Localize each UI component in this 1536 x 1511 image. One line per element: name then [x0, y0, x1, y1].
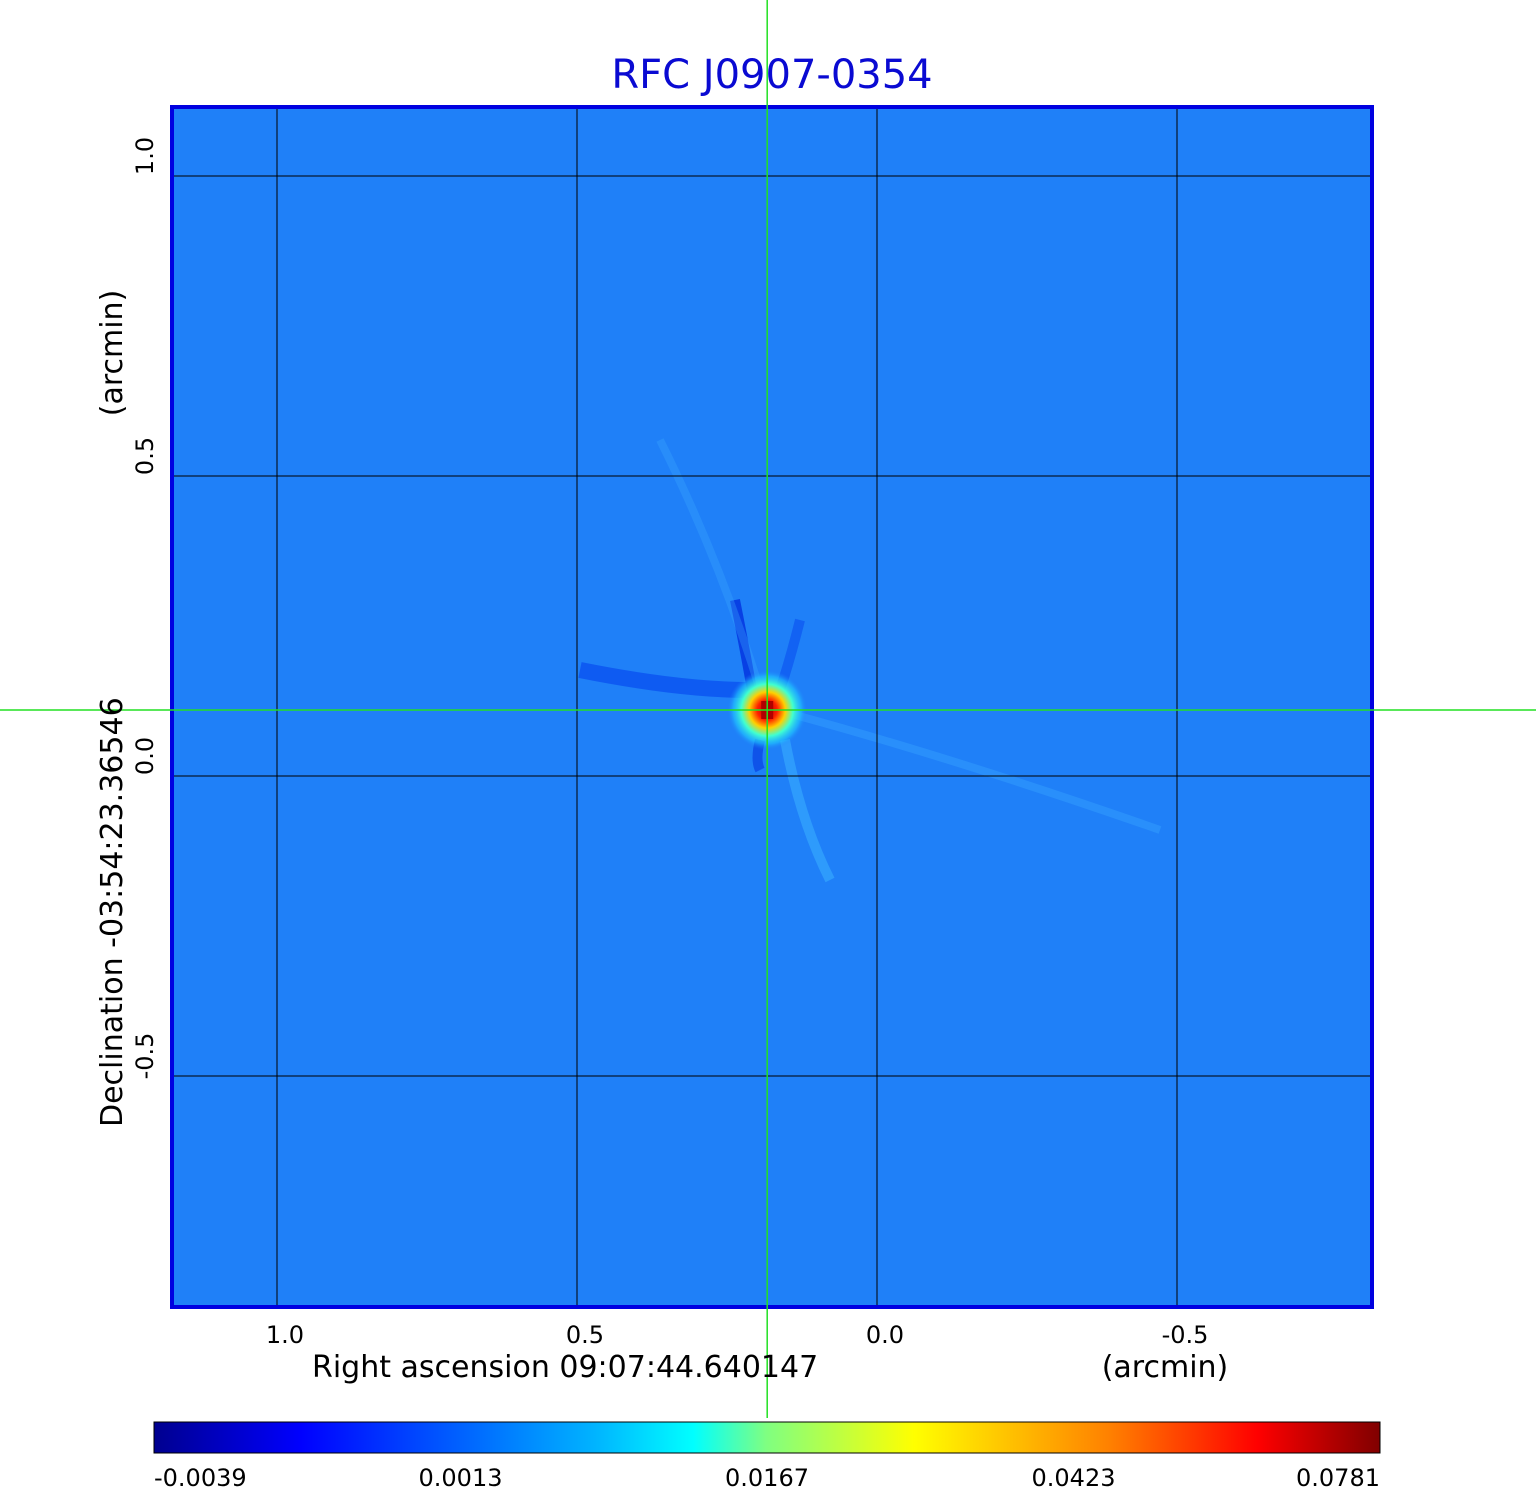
x-axis-unit: (arcmin)	[1102, 1350, 1229, 1385]
grid-lines	[172, 107, 1372, 1307]
sidelobe-streak	[656, 438, 764, 692]
colorbar-tick-label: 0.0013	[419, 1464, 503, 1492]
crosshair	[0, 0, 1536, 1418]
colorbar-tick-label: 0.0423	[1032, 1464, 1116, 1492]
plot-frame	[170, 105, 1374, 1309]
colorbar-gradient	[153, 1421, 1381, 1454]
colorbar-tick-label: 0.0167	[725, 1464, 809, 1492]
y-tick-label: 0.5	[131, 437, 159, 475]
x-tick-label: 0.5	[566, 1321, 604, 1349]
y-axis-unit: (arcmin)	[95, 290, 130, 417]
chart-title: RFC J0907-0354	[611, 52, 932, 98]
y-axis-label: Declination -03:54:23.36546	[95, 697, 130, 1127]
x-tick-label: 1.0	[266, 1321, 304, 1349]
colorbar: -0.0039 0.0013 0.0167 0.0423 0.0781	[153, 1421, 1381, 1492]
y-tick-label: 1.0	[131, 137, 159, 175]
y-tick-label: 0.0	[131, 737, 159, 775]
colorbar-tick-labels: -0.0039 0.0013 0.0167 0.0423 0.0781	[154, 1464, 1380, 1492]
plot-area	[170, 105, 1374, 1309]
y-tick-label: -0.5	[131, 1033, 159, 1080]
x-tick-labels: 1.0 0.5 0.0 -0.5	[266, 1321, 1209, 1349]
colorbar-tick-label: 0.0781	[1296, 1464, 1380, 1492]
colorbar-tick-label: -0.0039	[154, 1464, 247, 1492]
sidelobe-streak	[793, 711, 1162, 834]
x-tick-label: 0.0	[866, 1321, 904, 1349]
y-tick-labels: 1.0 0.5 0.0 -0.5	[131, 137, 159, 1080]
x-axis-label: Right ascension 09:07:44.640147	[312, 1350, 818, 1385]
x-tick-label: -0.5	[1162, 1321, 1209, 1349]
sidelobe-streak	[780, 739, 835, 883]
